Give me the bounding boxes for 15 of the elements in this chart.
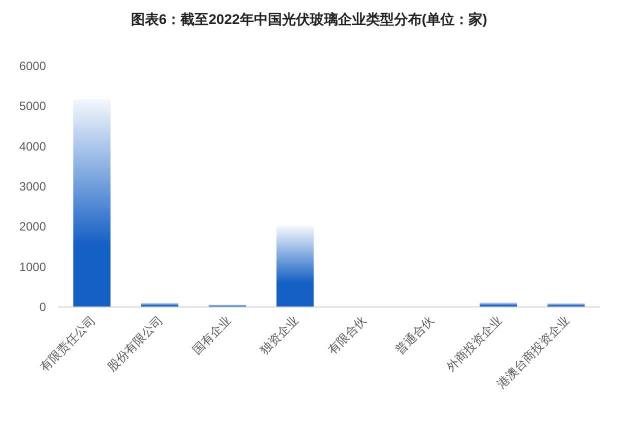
y-tick-label: 0 — [39, 300, 46, 314]
x-tick-label: 股份有限公司 — [104, 313, 166, 374]
y-tick-label: 6000 — [19, 59, 46, 73]
x-tick-label: 独资企业 — [257, 313, 302, 358]
y-tick-label: 4000 — [19, 139, 46, 154]
x-tick-label: 国有企业 — [190, 313, 234, 358]
x-tick-label: 有限合伙 — [325, 313, 369, 358]
x-tick-label: 外商投资企业 — [444, 313, 504, 374]
y-tick-label: 3000 — [19, 180, 46, 194]
x-tick-label: 普通合伙 — [392, 313, 437, 358]
y-tick-label: 5000 — [19, 99, 46, 114]
chart-title: 图表6：截至2022年中国光伏玻璃企业类型分布(单位：家) — [130, 11, 488, 27]
y-tick-label: 2000 — [19, 220, 46, 234]
y-tick-label: 1000 — [19, 260, 46, 274]
x-tick-label: 有限责任公司 — [37, 313, 98, 374]
